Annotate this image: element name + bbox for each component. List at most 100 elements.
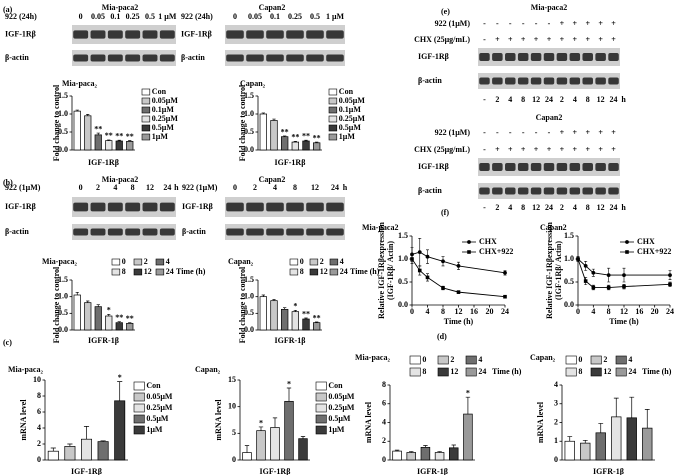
lane-label: 12: [532, 203, 540, 212]
x-axis-label: IGF-1Rβ: [260, 467, 291, 475]
lane-label: -: [483, 203, 486, 212]
band: [492, 163, 503, 171]
x-tick-label: 8: [607, 307, 611, 316]
legend-label: Con: [339, 87, 354, 96]
treatment-label: 922 (1μM): [435, 19, 471, 28]
error-bar: [613, 397, 619, 417]
error-bar: [117, 381, 123, 401]
lane-label: 4: [508, 203, 512, 212]
band: [226, 202, 244, 212]
y-tick-label: 1.0: [398, 254, 408, 263]
treatment-sign: +: [547, 35, 552, 44]
lane-label: 4: [273, 183, 277, 192]
chart-title: Capan₂: [240, 79, 266, 88]
bar: [97, 441, 109, 461]
legend-label: 8: [422, 367, 426, 376]
error-bar: [272, 298, 276, 301]
treatment-sign: +: [585, 35, 590, 44]
bar: [126, 141, 134, 151]
band: [569, 187, 581, 195]
marker: [467, 250, 471, 254]
treatment-sign: +: [560, 128, 565, 137]
band: [159, 202, 175, 212]
legend-title: Time (h): [492, 367, 522, 376]
legend-swatch: [315, 392, 327, 402]
band: [125, 202, 141, 212]
bar: [298, 438, 308, 461]
band: [530, 53, 542, 61]
treatment-sign: +: [611, 128, 616, 137]
legend-label: 0.1μM: [339, 105, 362, 114]
band: [326, 202, 344, 212]
marker: [467, 240, 471, 244]
marker: [583, 279, 588, 283]
significance: *: [107, 306, 111, 315]
lane-label: 8: [586, 203, 590, 212]
lane-label: 0.05: [91, 12, 105, 21]
legend-swatch: [329, 268, 339, 276]
band: [569, 53, 581, 61]
significance: **: [94, 124, 102, 133]
band: [582, 77, 593, 85]
lane-label: 0.1: [270, 12, 280, 21]
band: [286, 228, 304, 236]
significance: **: [302, 309, 310, 318]
y-tick-label: 1.0: [58, 291, 68, 300]
treatment-sign: -: [548, 128, 551, 137]
legend-swatch: [328, 88, 338, 96]
legend-label: 1μM: [152, 132, 169, 141]
legend-label: 1μM: [146, 425, 163, 434]
legend-swatch: [409, 355, 421, 365]
band: [286, 54, 304, 62]
y-tick-label: 1.5: [398, 231, 408, 240]
bar: [463, 413, 473, 461]
x-axis-label: IGFR-1β: [593, 467, 624, 475]
bar: [242, 452, 252, 461]
error-bar: [261, 112, 265, 114]
band: [107, 228, 123, 236]
y-tick-label: 1.0: [244, 109, 254, 118]
band: [479, 77, 490, 85]
bar: [115, 140, 123, 151]
band: [142, 30, 158, 39]
significance: *: [287, 379, 291, 388]
band: [543, 77, 555, 85]
legend-label: 0.1μM: [152, 105, 175, 114]
lane-label: 2: [96, 183, 100, 192]
legend-label: 4: [340, 257, 344, 266]
x-tick-label: 16: [635, 307, 643, 316]
band: [608, 187, 619, 195]
x-tick-label: 4: [426, 307, 430, 316]
panel-label: (b): [3, 178, 13, 187]
y-tick-label: 10: [228, 401, 236, 410]
panel-label: (e): [441, 7, 450, 16]
band: [306, 228, 324, 236]
lane-label: 1 μM: [326, 12, 345, 21]
y-tick-label: 8: [382, 380, 386, 389]
error-bar: [465, 396, 471, 415]
treatment-sign: +: [611, 145, 616, 154]
treatment-sign: +: [508, 145, 513, 154]
legend-label: 2: [603, 355, 607, 364]
x-axis-label: IGFR-1β: [88, 336, 119, 345]
error-bar: [304, 317, 308, 319]
y-tick-label: 0: [232, 455, 236, 464]
treatment-sign: -: [496, 19, 499, 28]
bar: [302, 318, 310, 331]
bar: [73, 110, 81, 151]
bar: [284, 400, 294, 461]
panel-label: (f): [441, 208, 449, 217]
marker: [503, 294, 507, 299]
chart-title: Mia-paca₂: [42, 257, 77, 266]
y-axis-label: mRNA level: [536, 401, 545, 443]
y-tick-label: 0.0: [564, 300, 574, 309]
bar: [434, 452, 445, 461]
significance: **: [291, 133, 299, 142]
band: [543, 187, 555, 195]
marker: [425, 275, 430, 280]
legend-label: 12: [603, 367, 611, 376]
legend-swatch: [155, 258, 165, 266]
chart-title: Mia-paca₂: [8, 365, 43, 374]
marker: [622, 273, 626, 277]
bar: [420, 446, 431, 461]
